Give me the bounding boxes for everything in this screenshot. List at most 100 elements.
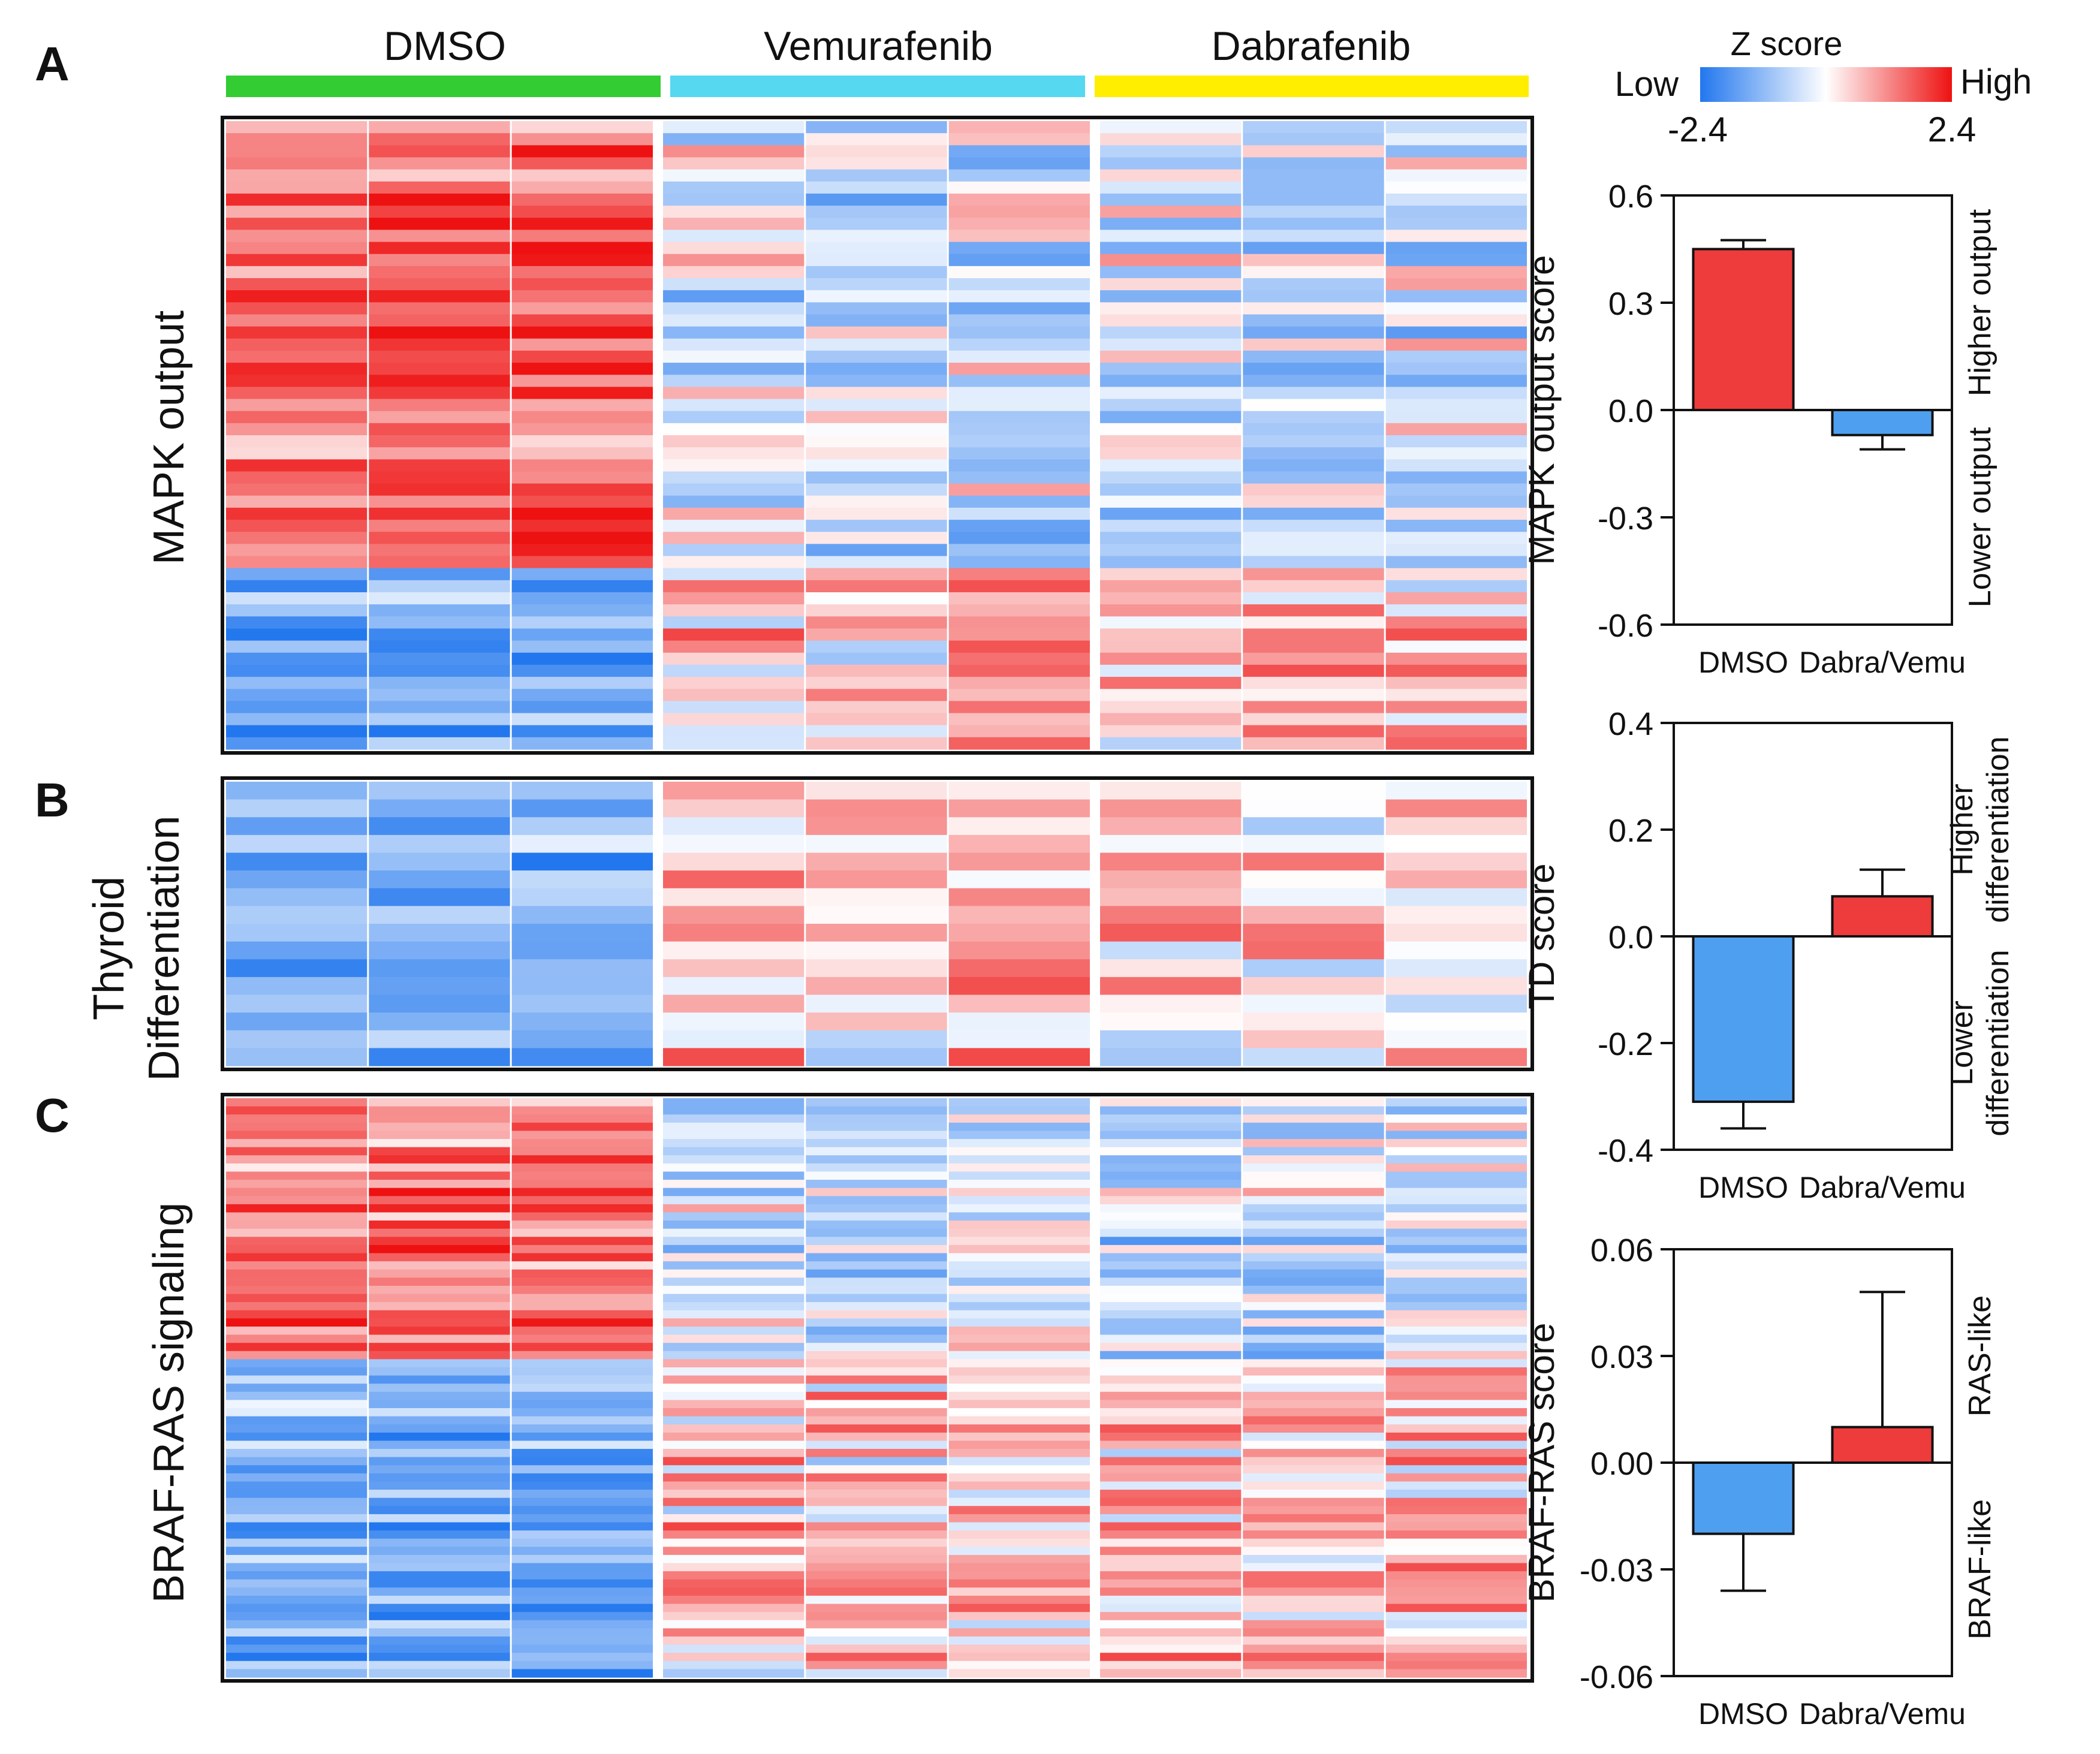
heatmap-cell	[948, 652, 1090, 665]
heatmap-cell	[511, 1604, 653, 1613]
heatmap-cell	[663, 387, 805, 400]
heatmap-cell	[806, 544, 947, 557]
heatmap-cell	[663, 338, 805, 351]
heatmap-cell	[1100, 242, 1242, 255]
heatmap-cell	[1243, 1253, 1384, 1262]
heatmap-cell	[226, 1457, 367, 1466]
heatmap-cell	[1243, 338, 1384, 351]
y-tick-label: 0.6	[1608, 179, 1653, 215]
heatmap-cell	[1100, 737, 1242, 750]
heatmap-cell	[663, 1343, 805, 1352]
heatmap-cell	[226, 689, 367, 701]
heatmap-cell	[1385, 1253, 1527, 1262]
heatmap-cell	[663, 532, 805, 544]
heatmap-cell	[369, 799, 510, 818]
heatmap-cell	[1100, 1563, 1242, 1572]
heatmap-cell	[226, 314, 367, 327]
heatmap-cell	[663, 314, 805, 327]
heatmap-cell	[511, 1114, 653, 1123]
heatmap-cell	[806, 1506, 947, 1515]
heatmap-cell	[663, 1139, 805, 1148]
heatmap-cell	[948, 1367, 1090, 1376]
heatmap-cell	[948, 1481, 1090, 1490]
heatmap-cell	[1385, 628, 1527, 641]
heatmap-cell	[1100, 1277, 1242, 1286]
heatmap-cell	[1100, 447, 1242, 460]
heatmap-cell	[806, 1180, 947, 1189]
heatmap-cell	[663, 1220, 805, 1229]
heatmap-cell	[1385, 1030, 1527, 1048]
heatmap-cell	[1100, 1139, 1242, 1148]
heatmap-cell	[1100, 507, 1242, 520]
heatmap-cell	[1100, 121, 1242, 134]
heatmap-cell	[663, 834, 805, 854]
heatmap-cell	[1100, 169, 1242, 182]
heatmap-cell	[663, 544, 805, 557]
heatmap-cell	[806, 1106, 947, 1115]
heatmap-cell	[806, 1522, 947, 1531]
heatmap-cell	[1243, 1408, 1384, 1417]
heatmap-cell	[369, 1465, 510, 1474]
heatmap-cell	[663, 1490, 805, 1499]
heatmap-cell	[1385, 206, 1527, 218]
heatmap-cell	[663, 556, 805, 569]
y-tick-label: 0.06	[1590, 1232, 1653, 1268]
heatmap-cell	[226, 1269, 367, 1278]
heatmap-cell	[1385, 1122, 1527, 1132]
upper-note: RAS-like	[1963, 1295, 1997, 1417]
heatmap-cell	[1100, 1636, 1242, 1645]
heatmap-cell	[806, 459, 947, 472]
heatmap-cell	[663, 1048, 805, 1066]
heatmap-cell	[1243, 423, 1384, 436]
heatmap-cell	[1100, 1367, 1242, 1376]
heatmap-cell	[369, 532, 510, 544]
heatmap-cell	[1385, 1180, 1527, 1189]
heatmap-cell	[948, 1171, 1090, 1180]
heatmap-cell	[948, 363, 1090, 375]
heatmap-cell	[369, 145, 510, 158]
heatmap-cell	[948, 1220, 1090, 1229]
heatmap-cell	[1243, 1106, 1384, 1115]
heatmap-cell	[1385, 888, 1527, 906]
heatmap-thyroid-differentiation	[221, 776, 1534, 1071]
heatmap-cell	[226, 1030, 367, 1048]
heatmap-cell	[226, 181, 367, 194]
heatmap-cell	[663, 782, 805, 800]
heatmap-cell	[1385, 1620, 1527, 1629]
heatmap-cell	[1385, 507, 1527, 520]
y-axis-label: MAPK output score	[1521, 255, 1562, 565]
heatmap-cell	[806, 1163, 947, 1173]
heatmap-cell	[663, 1367, 805, 1376]
heatmap-cell	[806, 1196, 947, 1205]
heatmap-cell	[948, 338, 1090, 351]
heatmap-cell	[511, 1384, 653, 1393]
heatmap-cell	[369, 640, 510, 653]
heatmap-cell	[1100, 1530, 1242, 1539]
heatmap-cell	[1385, 1171, 1527, 1180]
heatmap-cell	[948, 1114, 1090, 1123]
heatmap-cell	[1100, 1547, 1242, 1556]
heatmap-cell	[1243, 169, 1384, 182]
heatmap-cell	[511, 1644, 653, 1653]
heatmap-cell	[369, 1359, 510, 1368]
heatmap-cell	[1100, 959, 1242, 978]
heatmap-cell	[511, 507, 653, 520]
heatmap-cell	[1100, 278, 1242, 291]
heatmap-cell	[511, 121, 653, 134]
heatmap-cell	[948, 399, 1090, 412]
heatmap-cell	[663, 616, 805, 629]
heatmap-cell	[511, 254, 653, 267]
heatmap-cell	[948, 1122, 1090, 1132]
heatmap-cell	[1243, 121, 1384, 134]
heatmap-cell	[369, 1506, 510, 1515]
y-axis-label: BRAF-RAS score	[1521, 1323, 1562, 1603]
heatmap-cell	[1385, 1310, 1527, 1319]
heatmap-cell	[1243, 782, 1384, 800]
heatmap-cell	[663, 1457, 805, 1466]
heatmap-cell	[511, 1155, 653, 1164]
heatmap-cell	[226, 1440, 367, 1449]
heatmap-cell	[806, 924, 947, 942]
heatmap-cell	[369, 1375, 510, 1384]
heatmap-cell	[948, 459, 1090, 472]
heatmap-cell	[1243, 1424, 1384, 1433]
